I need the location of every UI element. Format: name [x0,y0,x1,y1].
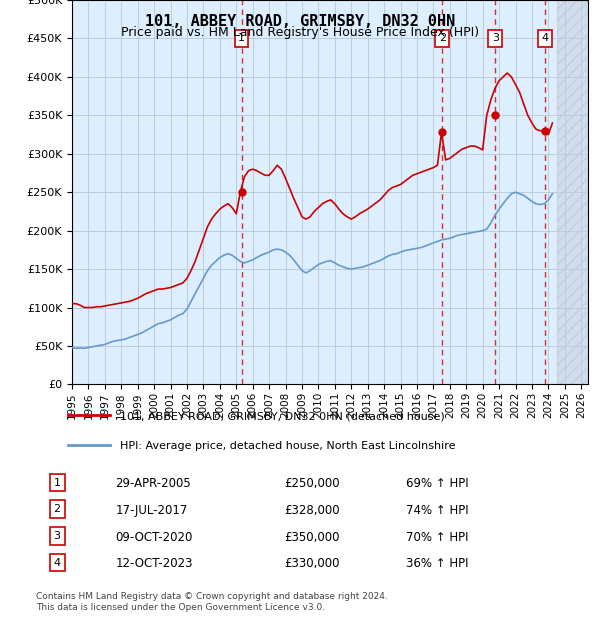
Text: 4: 4 [541,33,548,43]
Text: 74% ↑ HPI: 74% ↑ HPI [406,504,468,517]
Text: 17-JUL-2017: 17-JUL-2017 [115,504,188,517]
Text: Price paid vs. HM Land Registry's House Price Index (HPI): Price paid vs. HM Land Registry's House … [121,26,479,39]
Text: 29-APR-2005: 29-APR-2005 [115,477,191,490]
Text: £330,000: £330,000 [284,557,340,570]
Text: 09-OCT-2020: 09-OCT-2020 [115,531,193,544]
Text: 70% ↑ HPI: 70% ↑ HPI [406,531,468,544]
Text: 3: 3 [53,531,61,541]
Text: 1: 1 [53,477,61,487]
Text: 36% ↑ HPI: 36% ↑ HPI [406,557,468,570]
Text: £328,000: £328,000 [284,504,340,517]
Text: Contains HM Land Registry data © Crown copyright and database right 2024.: Contains HM Land Registry data © Crown c… [36,592,388,601]
Bar [557,0,588,384]
Text: 2: 2 [439,33,446,43]
Text: 12-OCT-2023: 12-OCT-2023 [115,557,193,570]
Text: 101, ABBEY ROAD, GRIMSBY, DN32 0HN: 101, ABBEY ROAD, GRIMSBY, DN32 0HN [145,14,455,29]
Text: £350,000: £350,000 [284,531,340,544]
Text: 2: 2 [53,504,61,514]
Text: 1: 1 [238,33,245,43]
Text: £250,000: £250,000 [284,477,340,490]
Text: 3: 3 [492,33,499,43]
Text: 4: 4 [53,557,61,567]
Text: 69% ↑ HPI: 69% ↑ HPI [406,477,468,490]
Text: 101, ABBEY ROAD, GRIMSBY, DN32 0HN (detached house): 101, ABBEY ROAD, GRIMSBY, DN32 0HN (deta… [121,412,445,422]
Text: HPI: Average price, detached house, North East Lincolnshire: HPI: Average price, detached house, Nort… [121,441,456,451]
Text: This data is licensed under the Open Government Licence v3.0.: This data is licensed under the Open Gov… [36,603,325,612]
